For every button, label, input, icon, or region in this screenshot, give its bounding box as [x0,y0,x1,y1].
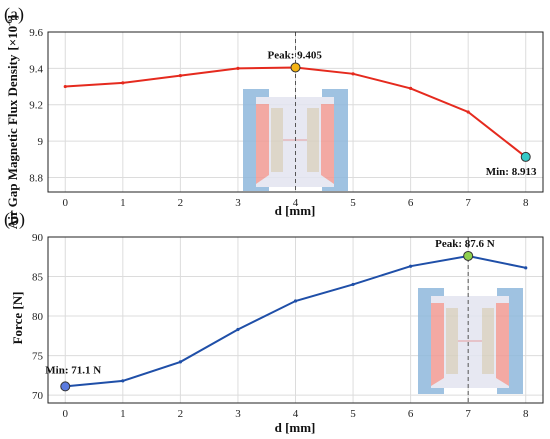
panel-label-a: (a) [4,4,24,25]
x-tick-label: 8 [523,197,529,209]
data-point [524,266,528,270]
chart-a: (a) 0 1 2 3 4 5 6 7 8 8.8 9 9.2 9.4 9.6 Peak: 9.405 M… [4,4,544,229]
inset-right-magnet [321,104,334,184]
y-axis-label-b: Force [N] [10,292,25,345]
plot-frame-b [47,236,544,404]
x-axis-label-a: d [mm] [275,203,316,218]
y-tick-label: 90 [32,232,44,244]
data-point [178,360,182,364]
x-tick-label: 3 [235,408,241,420]
x-tick-label: 5 [350,408,356,420]
data-point [236,66,240,70]
x-tick-label: 7 [465,408,471,420]
y-tick-label: 9.4 [29,63,43,75]
x-tick-label: 4 [293,197,299,209]
tick-labels-a: 0 1 2 3 4 5 6 7 8 8.8 9 9.2 9.4 9.6 [29,27,529,209]
x-tick-label: 2 [178,197,184,209]
peak-marker [290,62,301,73]
y-tick-label: 9.2 [29,100,43,112]
min-marker [60,381,71,392]
x-tick-label: 2 [178,408,184,420]
data-point [236,327,240,332]
data-point [409,86,413,90]
y-tick-label: 9.6 [29,27,43,39]
data-point [351,72,355,76]
panel-label-b: (b) [4,209,25,230]
peak-label-a: Peak: 9.405 [268,49,323,61]
data-point [293,299,298,303]
peak-label-b: Peak: 87.6 N [435,238,495,250]
plot-frame-a [47,31,544,193]
min-marker [520,151,531,162]
data-point [351,282,355,287]
inset-left-coil [271,108,283,172]
data-point [178,74,182,78]
inset-right-coil [482,308,494,374]
inset-left-magnet [431,303,444,386]
x-tick-label: 0 [63,408,69,420]
inset-left-coil [446,308,458,374]
peak-marker [463,250,474,261]
inset-schematic-b [418,288,523,394]
inset-right-coil [307,108,319,172]
min-label-b: Min: 71.1 N [45,364,101,376]
data-point [63,84,67,89]
data-point [121,81,125,85]
tick-labels-b: 0 1 2 3 4 5 6 7 8 70 75 80 85 90 [32,232,529,420]
data-point [466,110,470,114]
data-points-a [63,62,531,162]
x-tick-label: 8 [523,408,529,420]
y-axis-label-a: Air Gap Magnetic Flux Density[×10-6] [5,15,20,229]
min-label-a: Min: 8.913 [486,166,537,178]
x-tick-label: 3 [235,197,241,209]
y-tick-label: 8.8 [29,172,43,184]
y-tick-label: 75 [32,351,44,363]
data-points-b [60,250,528,392]
x-tick-label: 7 [465,197,471,209]
y-tick-label: 85 [32,272,44,284]
x-tick-label: 6 [408,197,414,209]
x-tick-label: 4 [293,408,299,420]
data-point [121,379,125,383]
x-tick-label: 5 [350,197,356,209]
x-tick-label: 0 [63,197,69,209]
y-tick-label: 80 [32,311,44,323]
chart-b: (b) 0 1 2 3 4 5 6 7 8 70 75 80 85 90 Peak: 87.6 N Min… [4,209,544,435]
x-tick-label: 1 [120,197,126,209]
x-tick-label: 1 [120,408,126,420]
y-tick-label: 70 [32,390,44,402]
data-point [409,264,413,268]
inset-right-magnet [496,303,509,386]
inset-left-magnet [256,104,269,184]
x-tick-label: 6 [408,408,414,420]
x-axis-label-b: d [mm] [275,420,316,435]
y-tick-label: 9 [38,136,44,148]
